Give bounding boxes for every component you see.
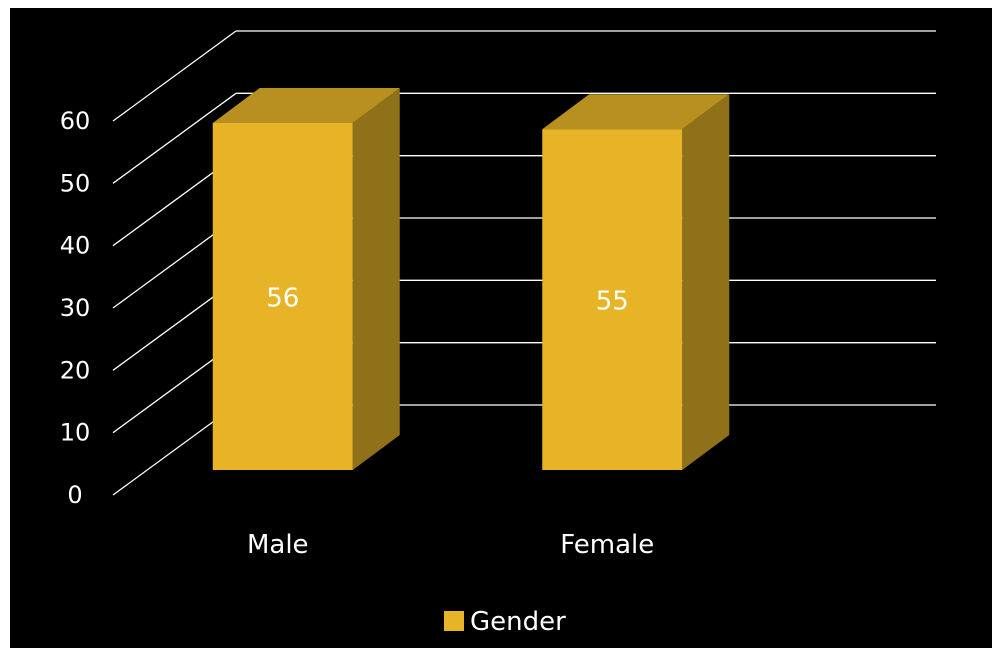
- x-tick-label: Male: [247, 530, 309, 560]
- legend-label: Gender: [470, 607, 566, 637]
- y-tick-label: 10: [60, 419, 91, 447]
- y-tick-label: 20: [60, 356, 91, 384]
- bar: [542, 129, 683, 471]
- bar-top-face: [212, 88, 400, 123]
- bar-chart: 0 10 20 30 40 50 60 56 55 Male Female Gender: [60, 30, 936, 637]
- gridline-diagonal: [112, 30, 237, 122]
- y-tick-label: 50: [60, 169, 91, 197]
- x-axis-ticks: Male Female: [247, 530, 654, 560]
- y-axis-ticks: 0 10 20 30 40 50 60: [60, 107, 91, 509]
- gridline-diagonal: [112, 92, 237, 184]
- bar-top-face: [542, 94, 730, 130]
- bars: 56 55: [212, 88, 730, 471]
- data-label: 55: [596, 287, 629, 317]
- bar-side-face: [682, 94, 730, 471]
- bar-side-face: [352, 88, 400, 470]
- data-label: 56: [266, 284, 299, 314]
- x-tick-label: Female: [560, 530, 654, 560]
- y-tick-label: 30: [60, 294, 91, 322]
- legend: Gender: [444, 607, 566, 637]
- legend-swatch: [444, 611, 464, 631]
- y-tick-label: 40: [60, 232, 91, 260]
- y-tick-label: 0: [67, 481, 82, 509]
- chart-panel: 0 10 20 30 40 50 60 56 55 Male Female Gender: [10, 8, 992, 648]
- y-tick-label: 60: [60, 107, 91, 135]
- bar: [212, 123, 353, 470]
